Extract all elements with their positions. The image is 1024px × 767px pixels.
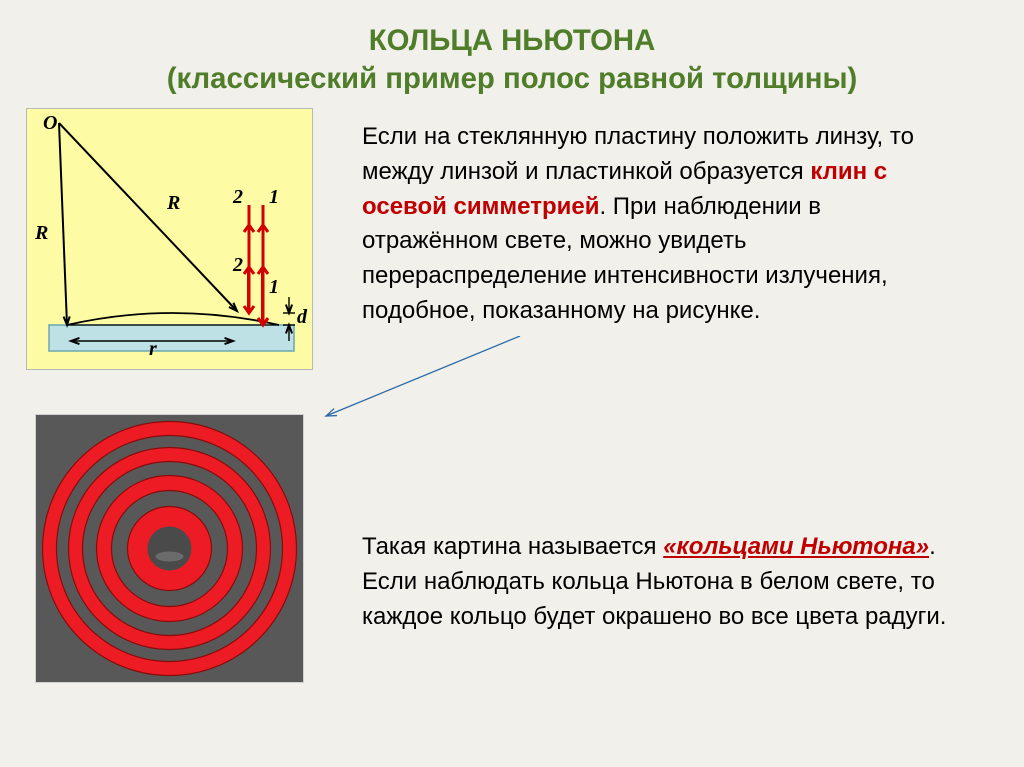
svg-text:O: O — [43, 112, 57, 134]
pointer-arrow-icon — [320, 336, 550, 426]
para2-highlight: «кольцами Ньютона» — [663, 533, 929, 560]
pointer-arrow — [320, 336, 550, 426]
para2-pre: Такая картина называется — [362, 533, 663, 560]
newton-rings-figure — [35, 414, 304, 683]
svg-text:2: 2 — [232, 186, 243, 208]
slide: КОЛЬЦА НЬЮТОНА (классический пример поло… — [0, 0, 1024, 767]
lens-geometry-diagram: ORR2121dr — [26, 108, 313, 370]
svg-text:R: R — [166, 192, 180, 214]
title-line-2: (классический пример полос равной толщин… — [0, 60, 1024, 98]
diagram-svg: ORR2121dr — [27, 109, 312, 369]
paragraph-2: Такая картина называется «кольцами Ньюто… — [362, 530, 957, 634]
svg-text:2: 2 — [232, 254, 243, 276]
title-line-1: КОЛЬЦА НЬЮТОНА — [0, 22, 1024, 60]
svg-text:d: d — [297, 306, 308, 328]
rings-svg — [36, 415, 303, 682]
paragraph-1: Если на стеклянную пластину положить лин… — [362, 120, 957, 329]
page-title: КОЛЬЦА НЬЮТОНА (классический пример поло… — [0, 22, 1024, 98]
svg-text:r: r — [149, 338, 157, 360]
svg-text:R: R — [34, 222, 48, 244]
svg-text:1: 1 — [269, 276, 279, 298]
svg-text:1: 1 — [269, 186, 279, 208]
